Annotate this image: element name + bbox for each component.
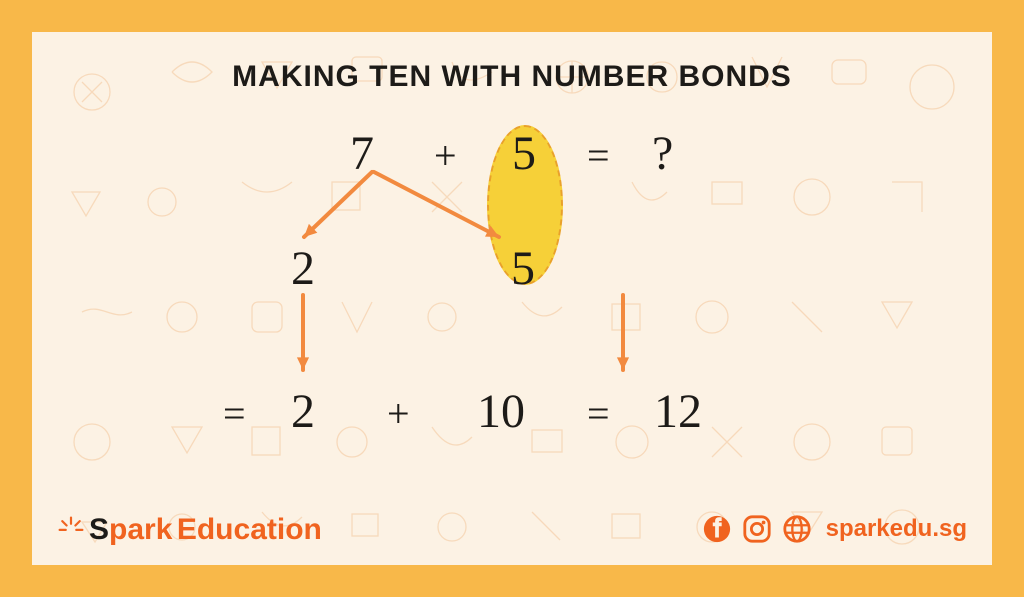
bottom-equals-2: =	[587, 394, 610, 434]
split-right: 5	[511, 245, 535, 293]
brand-s: S	[89, 513, 109, 546]
footer-bar: Spark Education sparkedu.sg	[57, 511, 967, 547]
top-operand-a: 7	[350, 130, 374, 178]
bottom-plus: +	[387, 394, 410, 434]
top-operand-b: 5	[512, 130, 536, 178]
bottom-result: 12	[654, 388, 702, 436]
bottom-equals-1: =	[223, 394, 246, 434]
arrow-layer	[32, 32, 992, 565]
facebook-icon[interactable]	[702, 514, 732, 544]
top-plus: +	[434, 136, 457, 176]
inner-panel: MAKING TEN WITH NUMBER BONDS 7 + 5 = ? 2…	[32, 32, 992, 565]
split-left: 2	[291, 245, 315, 293]
brand-education: Education	[177, 513, 322, 546]
page-title: MAKING TEN WITH NUMBER BONDS	[32, 60, 992, 94]
bottom-operand-b: 10	[477, 388, 525, 436]
instagram-icon[interactable]	[742, 514, 772, 544]
number-bond-diagram: 7 + 5 = ? 2 5 = 2 + 10 = 12	[32, 32, 992, 565]
spark-icon	[57, 515, 85, 543]
socials: sparkedu.sg	[702, 514, 967, 544]
top-equals: =	[587, 136, 610, 176]
social-url[interactable]: sparkedu.sg	[826, 515, 967, 543]
bottom-operand-a: 2	[291, 388, 315, 436]
brand-word: Spark Education	[89, 513, 322, 547]
brand-park: park	[109, 513, 172, 546]
top-result: ?	[652, 130, 673, 178]
brand-logo: Spark Education	[57, 511, 322, 547]
outer-frame: MAKING TEN WITH NUMBER BONDS 7 + 5 = ? 2…	[0, 0, 1024, 597]
globe-icon[interactable]	[782, 514, 812, 544]
